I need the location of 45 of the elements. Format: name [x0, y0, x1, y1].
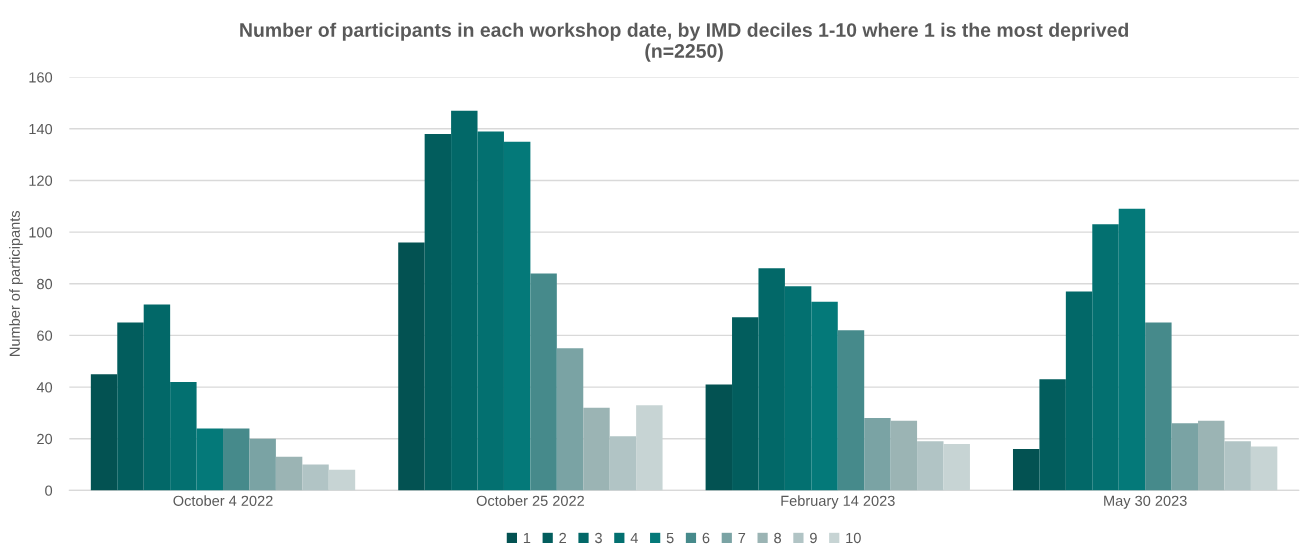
y-tick-label: 140: [29, 123, 53, 135]
y-axis-title: Number of participants: [9, 210, 23, 356]
legend-label: 8: [774, 532, 782, 544]
legend-label: 2: [559, 532, 567, 544]
bar: [583, 407, 610, 491]
y-tick-label: 100: [29, 227, 53, 238]
bar: [1171, 423, 1199, 491]
bar: [917, 441, 944, 491]
y-tick-label: 20: [37, 433, 53, 445]
bar: [1250, 446, 1278, 491]
y-tick-label: 40: [36, 382, 53, 393]
bar: [1198, 420, 1225, 491]
chart-title: Number of participants in each workshop date, by IMD deciles 1-10 where 1 is the most deprived (n=2250): [240, 22, 1129, 62]
x-tick-label: May 30 2023: [1104, 495, 1187, 509]
bar: [275, 456, 303, 491]
legend-label: 6: [702, 532, 710, 544]
legend-label: 7: [738, 532, 746, 544]
bar: [837, 330, 865, 491]
legend-label: 4: [630, 532, 638, 544]
bar: [943, 443, 970, 491]
bar: [556, 348, 584, 491]
bar: [530, 273, 557, 491]
bar: [1145, 322, 1172, 491]
x-tick-label: October 4 2022: [173, 495, 273, 506]
y-tick-label: 120: [29, 175, 53, 186]
legend-label: 1: [523, 532, 531, 544]
x-tick-label: February 14 2023: [781, 495, 895, 509]
y-tick-label: 80: [37, 278, 53, 290]
bar: [249, 438, 276, 491]
bar: [890, 420, 918, 491]
legend-label: 9: [810, 532, 817, 544]
legend-label: 5: [666, 532, 674, 544]
y-tick-label: 160: [29, 72, 53, 83]
y-tick-label: 60: [37, 330, 53, 341]
bar: [302, 464, 329, 491]
bar: [609, 436, 637, 491]
bar: [636, 405, 663, 491]
bar: [328, 469, 356, 491]
bar: [223, 428, 250, 491]
legend-label: 10: [846, 532, 861, 544]
bar: [864, 418, 891, 491]
x-tick-label: October 25 2022: [476, 495, 584, 506]
legend-label: 3: [595, 532, 602, 544]
bar: [1224, 441, 1251, 491]
y-tick-label: 0: [45, 485, 53, 496]
